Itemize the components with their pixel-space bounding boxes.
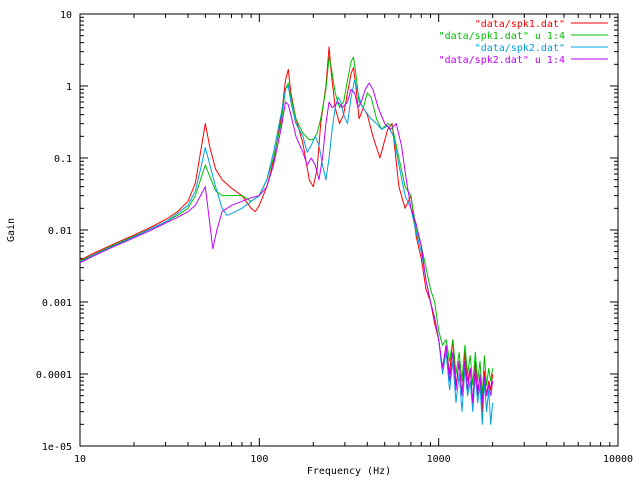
y-tick-label: 0.1 bbox=[54, 154, 72, 165]
y-axis-label: Gain bbox=[6, 218, 17, 242]
plot-frame bbox=[79, 13, 619, 447]
x-tick-label: 1000 bbox=[427, 454, 451, 465]
series-layer bbox=[79, 46, 494, 425]
x-tick-label: 100 bbox=[250, 454, 268, 465]
y-tick-label: 0.01 bbox=[48, 226, 72, 237]
y-tick-label: 1 bbox=[66, 82, 72, 93]
legend-label-4: "data/spk2.dat" u 1:4 bbox=[439, 55, 565, 66]
x-axis-label: Frequency (Hz) bbox=[307, 466, 391, 477]
legend: "data/spk1.dat""data/spk1.dat" u 1:4"dat… bbox=[439, 19, 608, 66]
y-tick-label: 0.001 bbox=[42, 298, 72, 309]
legend-label-3: "data/spk2.dat" bbox=[475, 43, 565, 54]
series-line-1 bbox=[79, 46, 494, 413]
axis-ticks bbox=[79, 14, 618, 447]
x-tick-label: 10000 bbox=[603, 454, 633, 465]
series-line-3 bbox=[79, 79, 494, 425]
y-tick-label: 1e-05 bbox=[42, 442, 72, 453]
x-tick-label: 10 bbox=[74, 454, 86, 465]
series-line-4 bbox=[79, 82, 494, 404]
legend-label-2: "data/spk1.dat" u 1:4 bbox=[439, 31, 565, 42]
legend-label-1: "data/spk1.dat" bbox=[475, 19, 565, 30]
y-tick-label: 10 bbox=[60, 10, 72, 21]
series-line-2 bbox=[79, 56, 494, 397]
y-tick-label: 0.0001 bbox=[36, 370, 72, 381]
axis-tick-labels: 10 100 1000 10000 1e-05 0.0001 0.001 0.01 0.1 1 10 bbox=[36, 10, 633, 465]
